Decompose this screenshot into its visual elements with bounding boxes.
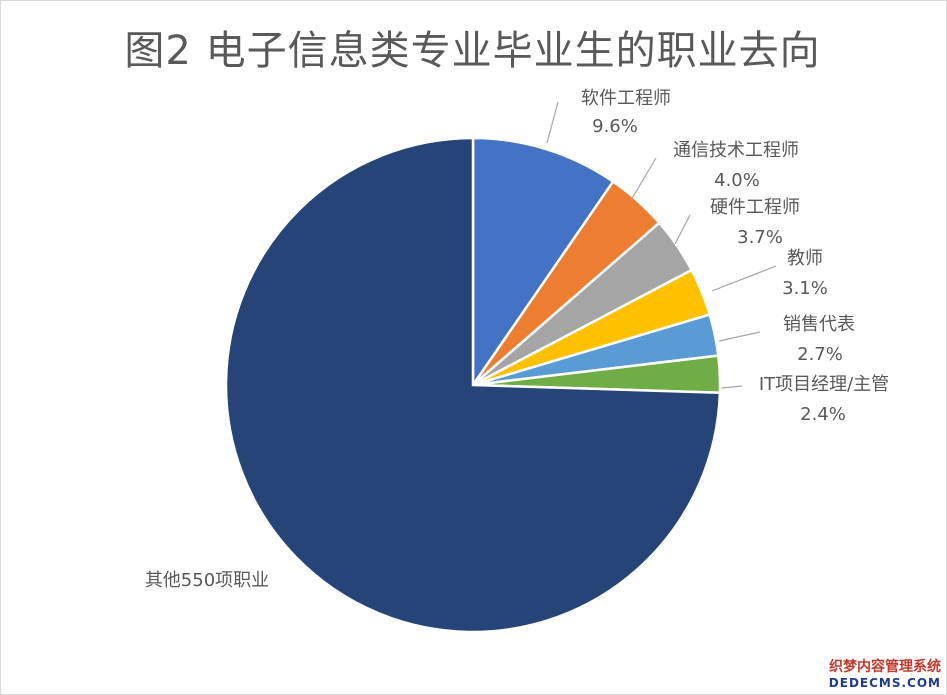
watermark-line1: 织梦内容管理系统	[829, 659, 941, 675]
slice-label-0: 软件工程师	[581, 88, 671, 109]
slice-label-5: IT项目经理/主管	[759, 374, 889, 395]
slice-label-4: 销售代表	[783, 314, 855, 335]
slice-label-6: 其他550项职业	[145, 570, 269, 591]
leader-line-1	[630, 157, 657, 201]
slice-label-2: 硬件工程师	[710, 197, 800, 218]
leader-line-2	[674, 214, 691, 245]
chart-title: 图2 电子信息类专业毕业生的职业去向	[124, 28, 821, 74]
leader-line-5	[721, 385, 743, 389]
pie-slice-0	[471, 136, 615, 390]
slice-value-label-1: 4.0%	[714, 170, 760, 191]
slice-value-label-3: 3.1%	[782, 278, 828, 299]
pie-slice-6	[224, 136, 722, 634]
slice-value-label-4: 2.7%	[797, 344, 843, 365]
slice-value-label-0: 9.6%	[592, 116, 638, 137]
slice-value-label-5: 2.4%	[800, 404, 846, 425]
watermark-line2: DEDECMS.COM	[828, 676, 941, 690]
leader-line-3	[711, 265, 777, 292]
watermark: 织梦内容管理系统 DEDECMS.COM	[829, 659, 941, 691]
slice-label-3: 教师	[787, 248, 823, 269]
slice-label-1: 通信技术工程师	[673, 140, 799, 161]
leader-line-0	[546, 101, 559, 144]
slice-value-label-2: 3.7%	[737, 227, 783, 248]
leader-line-4	[718, 331, 761, 342]
